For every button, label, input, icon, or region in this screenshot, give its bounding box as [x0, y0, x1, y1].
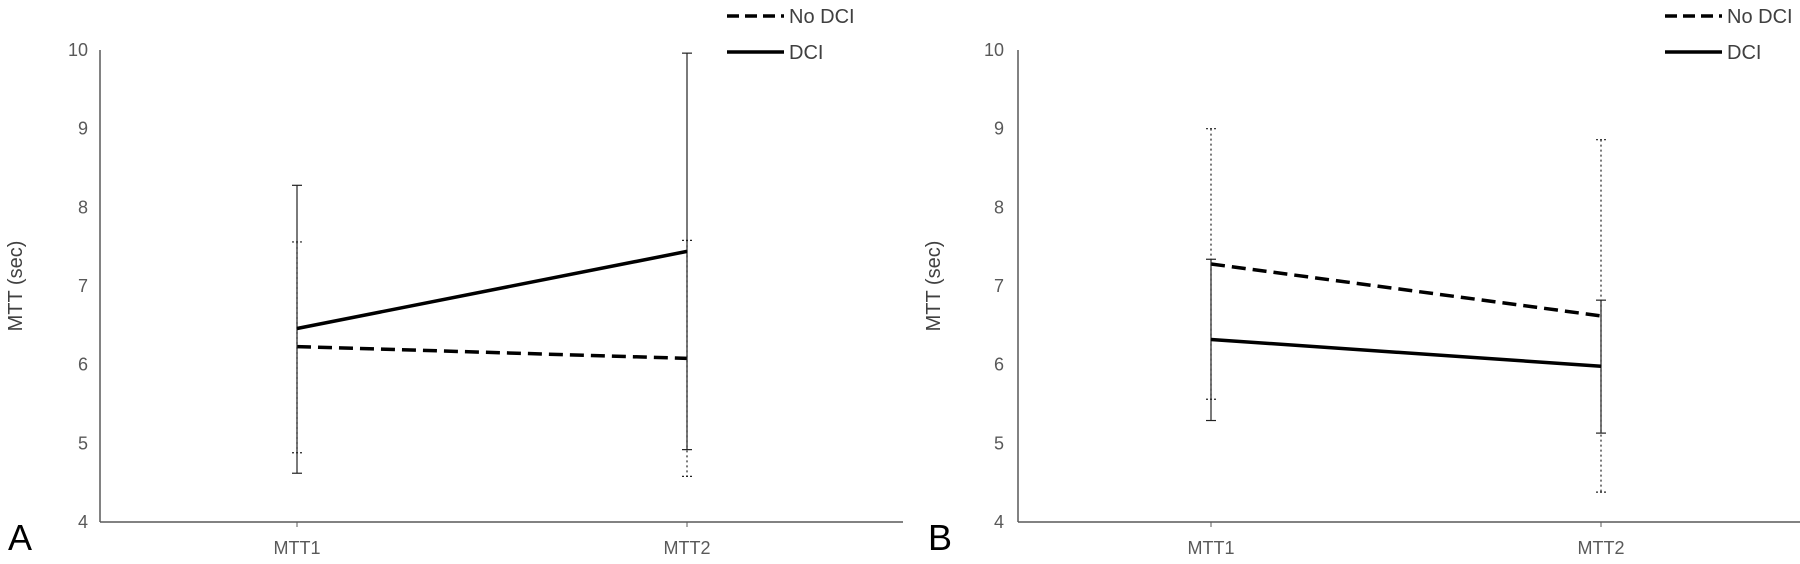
y-tick-label: 9: [994, 119, 1004, 139]
y-tick-label: 8: [78, 197, 88, 217]
series-line-no-dci: [296, 344, 688, 361]
x-tick-label: MTT2: [664, 538, 711, 558]
y-tick-label: 4: [994, 512, 1004, 532]
series-line-no-dci: [1210, 262, 1602, 318]
legend-label: DCI: [1727, 42, 1761, 64]
y-tick-label: 4: [78, 512, 88, 532]
x-tick-label: MTT1: [274, 538, 321, 558]
legend-label: No DCI: [1727, 6, 1793, 28]
y-tick-label: 6: [78, 355, 88, 375]
chart-panel-b: 4 5 6 7 8 9 10 MTT1 MTT2 MTT (sec) B No DCI DCI: [923, 6, 1800, 558]
y-tick-label: 10: [68, 40, 88, 60]
y-tick-label: 9: [78, 119, 88, 139]
y-axis-title: MTT (sec): [5, 241, 27, 332]
x-tick-label: MTT1: [1188, 538, 1235, 558]
legend-label: DCI: [789, 42, 823, 64]
y-tick-label: 10: [984, 40, 1004, 60]
y-tick-label: 6: [994, 355, 1004, 375]
chart-panel-a: 4 5 6 7 8 9 10 MTT1 MTT2 MTT (sec) A No DCI DCI: [5, 6, 903, 558]
y-tick-label: 5: [78, 433, 88, 453]
y-tick-label: 7: [994, 276, 1004, 296]
x-tick-label: MTT2: [1578, 538, 1625, 558]
y-tick-label: 7: [78, 276, 88, 296]
y-tick-label: 8: [994, 197, 1004, 217]
panel-label: B: [928, 517, 952, 558]
legend-label: No DCI: [789, 6, 855, 28]
series-line-dci: [296, 249, 688, 331]
y-tick-label: 5: [994, 433, 1004, 453]
panel-label: A: [8, 517, 32, 558]
series-line-dci: [1210, 337, 1602, 368]
y-axis-title: MTT (sec): [923, 241, 945, 332]
